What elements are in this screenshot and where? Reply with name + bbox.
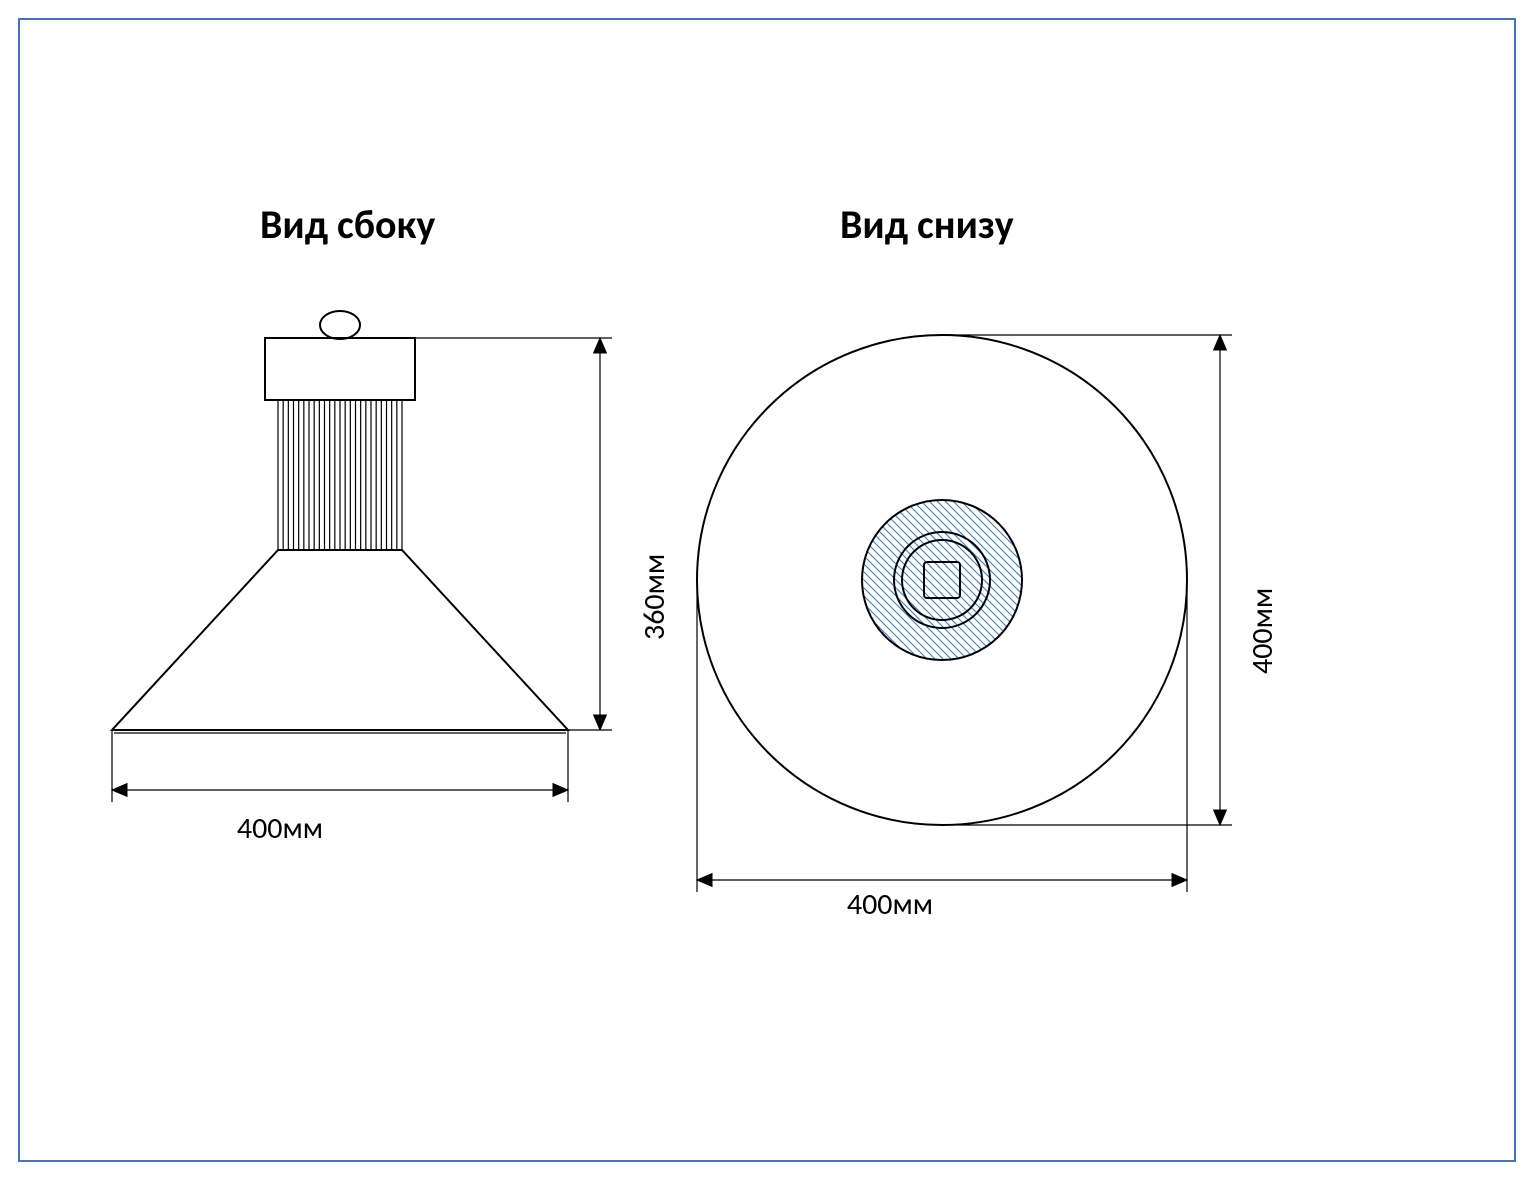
bottom-view-drawing: [680, 300, 1240, 920]
dim-side-height-label: 360мм: [636, 554, 673, 640]
page: Вид сбоку Вид снизу: [0, 0, 1534, 1180]
dim-bottom-width-label: 400мм: [847, 886, 933, 923]
hanging-ring: [320, 311, 360, 339]
diffuser-hatched: [862, 500, 1022, 660]
reflector-cone: [112, 550, 568, 730]
dim-side-width-label: 400мм: [237, 810, 323, 847]
title-bottom-view: Вид снизу: [840, 200, 1014, 249]
top-housing: [265, 338, 415, 400]
dim-bottom-height-label: 400мм: [1244, 588, 1281, 674]
side-view-drawing: [100, 300, 620, 840]
title-side-view: Вид сбоку: [260, 200, 435, 249]
heatsink-fins: [278, 400, 402, 550]
